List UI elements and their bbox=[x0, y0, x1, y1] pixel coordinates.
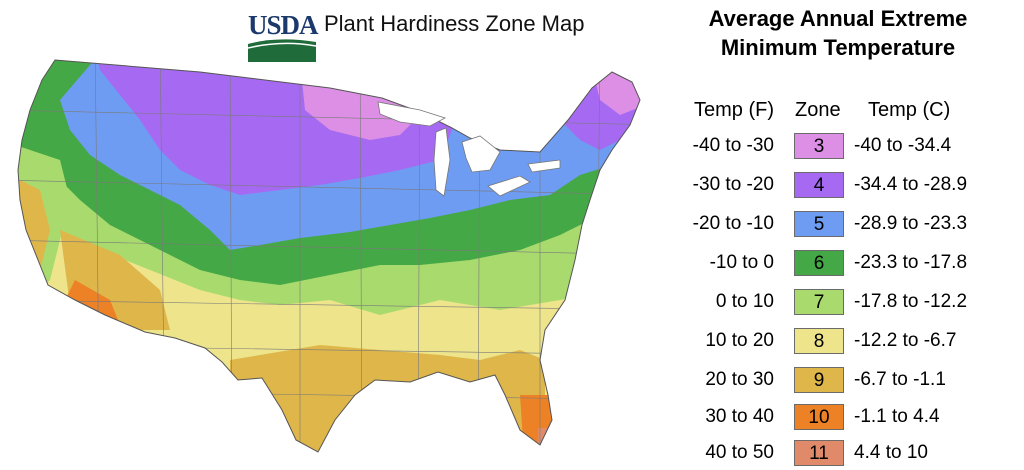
header-zone: Zone bbox=[795, 99, 841, 121]
zone-swatch: 6 bbox=[794, 250, 844, 276]
temp-c-label: -28.9 to -23.3 bbox=[854, 213, 968, 234]
temp-f-label: -40 to -30 bbox=[692, 135, 774, 156]
temp-c-label: -12.2 to -6.7 bbox=[854, 330, 957, 351]
legend-row-zone-11: 40 to 50 11 4.4 to 10 bbox=[664, 440, 1014, 466]
us-hardiness-zone-map bbox=[17, 59, 641, 453]
legend-row-zone-9: 20 to 30 9 -6.7 to -1.1 bbox=[664, 367, 1014, 393]
zone-bands bbox=[18, 60, 640, 452]
map-title: Plant Hardiness Zone Map bbox=[324, 11, 585, 36]
legend-title-line-2: Minimum Temperature bbox=[720, 35, 956, 60]
zone-swatch: 3 bbox=[794, 133, 844, 159]
temp-f-label: -30 to -20 bbox=[692, 174, 774, 195]
gulf-zone-9-fill bbox=[230, 345, 545, 452]
temp-f-label: 40 to 50 bbox=[705, 442, 774, 463]
temp-f-label: 10 to 20 bbox=[705, 330, 774, 351]
usda-logo: USDA bbox=[248, 10, 319, 62]
zone-swatch: 8 bbox=[794, 328, 844, 354]
florida-zone-11-fill bbox=[538, 428, 560, 452]
temp-c-label: 4.4 to 10 bbox=[854, 442, 928, 463]
temp-c-label: -17.8 to -12.2 bbox=[854, 291, 968, 312]
header-temp-c: Temp (C) bbox=[868, 99, 951, 121]
temp-f-label: 0 to 10 bbox=[715, 291, 774, 312]
legend-title-line-1: Average Annual Extreme bbox=[708, 6, 968, 31]
legend-row-zone-6: -10 to 0 6 -23.3 to -17.8 bbox=[664, 250, 1014, 276]
temp-f-label: 30 to 40 bbox=[705, 406, 774, 427]
legend-row-zone-8: 10 to 20 8 -12.2 to -6.7 bbox=[664, 328, 1014, 354]
temp-f-label: 20 to 30 bbox=[705, 369, 774, 390]
header-temp-f: Temp (F) bbox=[694, 99, 774, 121]
temp-f-label: -10 to 0 bbox=[709, 252, 774, 273]
legend-title: Average Annual Extreme Minimum Temperatu… bbox=[664, 4, 1012, 62]
zone-swatch: 10 bbox=[794, 404, 844, 430]
legend-row-zone-4: -30 to -20 4 -34.4 to -28.9 bbox=[664, 172, 1014, 198]
zone-swatch: 5 bbox=[794, 211, 844, 237]
us-outline bbox=[17, 59, 641, 453]
lake-ontario bbox=[527, 159, 561, 173]
lake-superior bbox=[377, 101, 447, 127]
legend-row-zone-5: -20 to -10 5 -28.9 to -23.3 bbox=[664, 211, 1014, 237]
usda-logo-mark bbox=[248, 39, 316, 62]
legend-row-zone-7: 0 to 10 7 -17.8 to -12.2 bbox=[664, 289, 1014, 315]
lake-michigan bbox=[433, 127, 451, 197]
legend-row-zone-10: 30 to 40 10 -1.1 to 4.4 bbox=[664, 404, 1014, 430]
temp-f-label: -20 to -10 bbox=[692, 213, 774, 234]
legend-row-zone-3: -40 to -30 3 -40 to -34.4 bbox=[664, 133, 1014, 159]
temp-c-label: -34.4 to -28.9 bbox=[854, 174, 968, 195]
lake-erie bbox=[487, 175, 531, 197]
usda-logo-text: USDA bbox=[248, 10, 319, 40]
southwest-zone-10-fill bbox=[65, 280, 120, 325]
temp-c-label: -1.1 to 4.4 bbox=[854, 406, 940, 427]
great-lakes bbox=[377, 101, 561, 197]
temp-c-label: -23.3 to -17.8 bbox=[854, 252, 968, 273]
zone-swatch: 4 bbox=[794, 172, 844, 198]
zone-swatch: 11 bbox=[794, 440, 844, 466]
zone-swatch: 9 bbox=[794, 367, 844, 393]
temp-c-label: -40 to -34.4 bbox=[854, 135, 952, 156]
temp-c-label: -6.7 to -1.1 bbox=[854, 369, 946, 390]
legend: Average Annual Extreme Minimum Temperatu… bbox=[664, 0, 1014, 470]
lake-huron bbox=[461, 135, 501, 173]
map-area: USDA Plant Hardiness Zone Map bbox=[17, 10, 641, 453]
zone-swatch: 7 bbox=[794, 289, 844, 315]
